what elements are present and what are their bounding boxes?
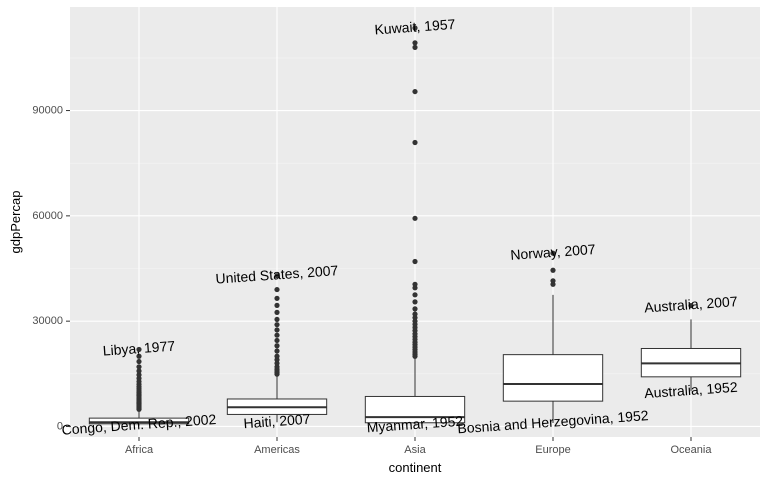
- x-tick-label: Oceania: [671, 444, 713, 456]
- y-tick-label: 0: [57, 420, 63, 432]
- outlier-point: [412, 299, 418, 305]
- outlier-point: [136, 368, 142, 374]
- outlier-point: [274, 327, 280, 333]
- box-asia: [364, 25, 466, 426]
- x-tick-label: Europe: [535, 444, 570, 456]
- boxes-layer: [88, 25, 742, 426]
- outlier-point: [136, 364, 142, 370]
- outlier-point: [412, 215, 418, 221]
- box-europe: [502, 250, 604, 424]
- outlier-point: [274, 343, 280, 349]
- box-body: [364, 395, 466, 424]
- x-tick-label: Africa: [125, 444, 154, 456]
- outlier-point: [412, 292, 418, 298]
- annotation-label: Libya, 1977: [102, 338, 176, 359]
- x-tick-label: Americas: [254, 444, 300, 456]
- y-axis: 0 30000 60000 90000: [32, 104, 70, 432]
- outlier-point: [412, 25, 418, 31]
- y-tick-label: 30000: [32, 315, 63, 327]
- outlier-point: [274, 332, 280, 338]
- outlier-point: [412, 139, 418, 146]
- outlier-point: [274, 273, 280, 279]
- outlier-point: [274, 316, 280, 323]
- outlier-point: [550, 267, 556, 273]
- outlier-point: [412, 311, 418, 317]
- outlier-point: [136, 353, 142, 359]
- outlier-point: [274, 309, 280, 315]
- outlier-point: [274, 322, 280, 328]
- annotation-label: Australia, 2007: [644, 293, 738, 315]
- outlier-point: [550, 278, 556, 284]
- annotation-label: Haiti, 2007: [243, 411, 311, 432]
- annotation-label: Norway, 2007: [510, 241, 596, 263]
- outlier-point: [274, 286, 280, 293]
- box-africa: [88, 346, 190, 426]
- outlier-point: [550, 250, 556, 256]
- outlier-point: [136, 346, 142, 353]
- x-axis: Africa Americas Asia Europe Oceania: [125, 437, 712, 456]
- outlier-point: [274, 353, 280, 359]
- outlier-point: [412, 88, 418, 95]
- outlier-point: [412, 281, 418, 287]
- outlier-point: [688, 302, 694, 309]
- outlier-point: [412, 40, 418, 46]
- annotation-label: Kuwait, 1957: [374, 16, 456, 38]
- outlier-point: [274, 302, 280, 308]
- box-americas: [226, 273, 328, 423]
- outlier-point: [412, 306, 418, 312]
- outlier-point: [274, 337, 280, 344]
- outlier-point: [274, 348, 280, 354]
- box-oceania: [640, 302, 742, 392]
- y-tick-label: 90000: [32, 104, 63, 116]
- annotation-label: Australia, 1952: [644, 379, 738, 401]
- y-axis-title: gdpPercap: [8, 191, 23, 254]
- outlier-point: [136, 358, 142, 365]
- annotation-label: Myanmar, 1952: [366, 413, 464, 436]
- x-axis-title: continent: [389, 460, 442, 475]
- outlier-point: [274, 295, 280, 301]
- outlier-point: [136, 372, 142, 378]
- outlier-point: [412, 44, 418, 50]
- y-tick-label: 60000: [32, 210, 63, 222]
- box-body: [502, 354, 604, 402]
- box-body: [88, 417, 190, 425]
- outlier-point: [412, 258, 418, 265]
- x-tick-label: Asia: [404, 444, 426, 456]
